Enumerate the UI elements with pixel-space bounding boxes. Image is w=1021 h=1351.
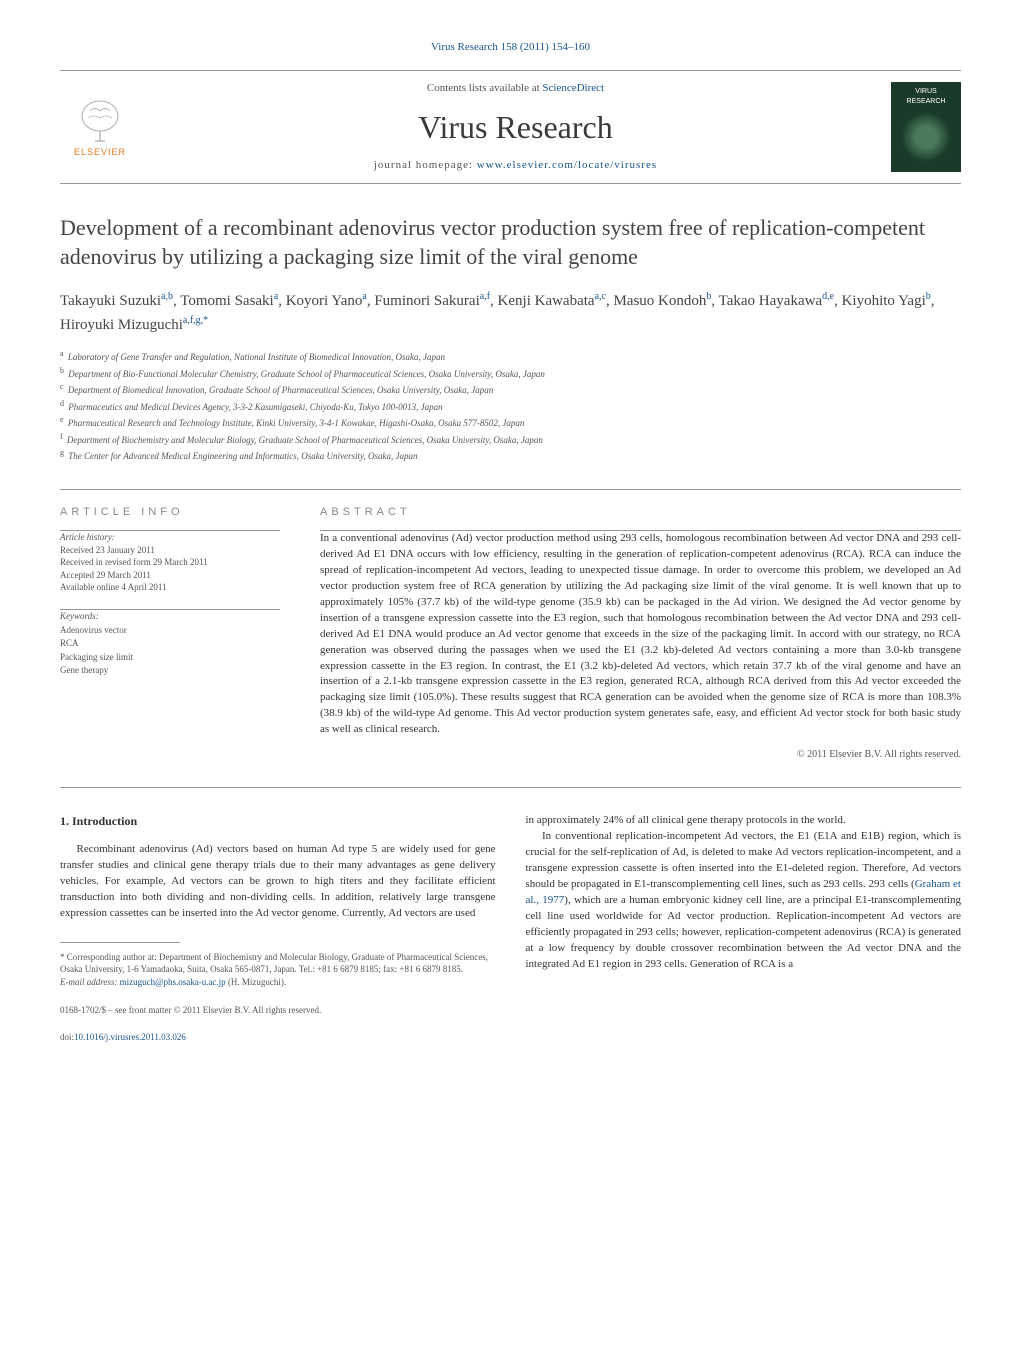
article-info-column: ARTICLE INFO Article history: Received 2…	[60, 505, 280, 763]
elsevier-label: ELSEVIER	[74, 146, 126, 159]
affiliation-line: f Department of Biochemistry and Molecul…	[60, 431, 961, 448]
section-heading-intro: 1. Introduction	[60, 813, 496, 830]
journal-cover-thumbnail: VIRUS RESEARCH	[891, 82, 961, 172]
doi-line: doi:10.1016/j.virusres.2011.03.026	[60, 1031, 496, 1044]
history-line: Received 23 January 2011	[60, 544, 280, 557]
abstract-copyright: © 2011 Elsevier B.V. All rights reserved…	[320, 748, 961, 762]
affiliation-line: c Department of Biomedical Innovation, G…	[60, 381, 961, 398]
journal-citation-link[interactable]: Virus Research 158 (2011) 154–160	[431, 41, 590, 53]
article-info-label: ARTICLE INFO	[60, 505, 280, 520]
abstract-column: ABSTRACT In a conventional adenovirus (A…	[320, 505, 961, 763]
keywords-heading: Keywords:	[60, 610, 280, 624]
keyword-item: RCA	[60, 637, 280, 651]
history-line: Accepted 29 March 2011	[60, 569, 280, 582]
doi-link[interactable]: 10.1016/j.virusres.2011.03.026	[74, 1032, 186, 1042]
footnote-divider	[60, 942, 180, 943]
journal-banner: ELSEVIER Contents lists available at Sci…	[60, 70, 961, 184]
divider	[60, 489, 961, 490]
banner-center: Contents lists available at ScienceDirec…	[140, 81, 891, 173]
sciencedirect-link[interactable]: ScienceDirect	[542, 82, 604, 94]
cover-label: VIRUS RESEARCH	[896, 87, 956, 107]
email-footnote: E-mail address: mizuguch@phs.osaka-u.ac.…	[60, 976, 496, 989]
journal-title: Virus Research	[160, 105, 871, 150]
email-suffix: (H. Mizuguchi).	[226, 977, 287, 987]
affiliation-line: b Department of Bio-Functional Molecular…	[60, 365, 961, 382]
doi-label: doi:	[60, 1032, 74, 1042]
affiliation-line: a Laboratory of Gene Transfer and Regula…	[60, 348, 961, 365]
homepage-prefix: journal homepage:	[374, 159, 477, 171]
email-link[interactable]: mizuguch@phs.osaka-u.ac.jp	[120, 977, 226, 987]
journal-citation: Virus Research 158 (2011) 154–160	[60, 40, 961, 55]
corresponding-author-footnote: * Corresponding author at: Department of…	[60, 951, 496, 976]
affiliation-line: d Pharmaceutics and Medical Devices Agen…	[60, 398, 961, 415]
homepage-link[interactable]: www.elsevier.com/locate/virusres	[477, 159, 657, 171]
article-history: Article history: Received 23 January 201…	[60, 531, 280, 594]
elsevier-logo: ELSEVIER	[60, 87, 140, 167]
issn-line: 0168-1702/$ – see front matter © 2011 El…	[60, 1004, 496, 1017]
body-paragraph: Recombinant adenovirus (Ad) vectors base…	[60, 842, 496, 922]
history-heading: Article history:	[60, 531, 280, 544]
journal-homepage-line: journal homepage: www.elsevier.com/locat…	[160, 158, 871, 173]
citation-link[interactable]: Graham et al., 1977	[526, 878, 962, 906]
keywords-block: Keywords: Adenovirus vectorRCAPackaging …	[60, 610, 280, 678]
divider	[60, 787, 961, 788]
elsevier-tree-icon	[70, 96, 130, 146]
email-label: E-mail address:	[60, 977, 120, 987]
abstract-text: In a conventional adenovirus (Ad) vector…	[320, 531, 961, 738]
author-list: Takayuki Suzukia,b, Tomomi Sasakia, Koyo…	[60, 289, 961, 336]
contents-prefix: Contents lists available at	[427, 82, 542, 94]
left-column: 1. Introduction Recombinant adenovirus (…	[60, 813, 496, 1043]
history-line: Received in revised form 29 March 2011	[60, 556, 280, 569]
body-paragraph: In conventional replication-incompetent …	[526, 829, 962, 972]
keyword-item: Packaging size limit	[60, 651, 280, 665]
history-line: Available online 4 April 2011	[60, 581, 280, 594]
keyword-item: Gene therapy	[60, 664, 280, 678]
article-title: Development of a recombinant adenovirus …	[60, 214, 961, 271]
affiliation-line: e Pharmaceutical Research and Technology…	[60, 414, 961, 431]
info-abstract-row: ARTICLE INFO Article history: Received 2…	[60, 505, 961, 763]
body-two-column: 1. Introduction Recombinant adenovirus (…	[60, 813, 961, 1043]
keyword-item: Adenovirus vector	[60, 624, 280, 638]
affiliation-line: g The Center for Advanced Medical Engine…	[60, 447, 961, 464]
cover-image-icon	[901, 112, 951, 162]
body-paragraph: in approximately 24% of all clinical gen…	[526, 813, 962, 829]
contents-available-line: Contents lists available at ScienceDirec…	[160, 81, 871, 96]
right-column: in approximately 24% of all clinical gen…	[526, 813, 962, 1043]
abstract-label: ABSTRACT	[320, 505, 961, 520]
affiliations-list: a Laboratory of Gene Transfer and Regula…	[60, 348, 961, 464]
